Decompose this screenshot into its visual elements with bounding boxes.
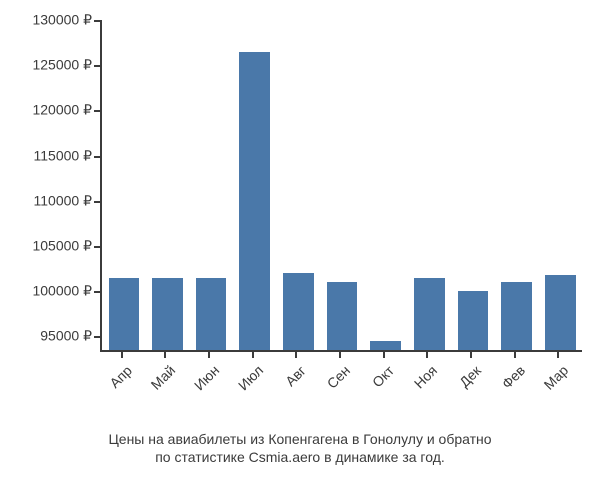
x-label-slot: Ноя [405, 356, 449, 426]
x-tick-label: Окт [369, 362, 397, 390]
x-label-slot: Июн [187, 356, 231, 426]
bar-slot [495, 20, 539, 350]
price-bar-chart: 95000 ₽ 100000 ₽ 105000 ₽ 110000 ₽ 115000 ₽ 1… [0, 0, 600, 500]
plot-area [100, 20, 582, 352]
x-tick-mark [470, 350, 472, 358]
bar-slot [538, 20, 582, 350]
x-label-slot: Апр [100, 356, 144, 426]
x-tick-mark [208, 350, 210, 358]
bar-slot [233, 20, 277, 350]
caption-line-1: Цены на авиабилеты из Копенгагена в Гоно… [108, 431, 491, 447]
bar [152, 278, 183, 350]
x-tick-label: Сен [324, 362, 353, 391]
bar-slot [320, 20, 364, 350]
x-tick-label: Ноя [411, 362, 440, 391]
x-tick-mark [252, 350, 254, 358]
bar [196, 278, 227, 350]
y-tick-label: 100000 ₽ [32, 283, 92, 300]
chart-caption: Цены на авиабилеты из Копенгагена в Гоно… [0, 430, 600, 466]
bar-slot [146, 20, 190, 350]
bar-slot [364, 20, 408, 350]
x-tick-mark [121, 350, 123, 358]
x-tick-mark [164, 350, 166, 358]
y-tick-label: 95000 ₽ [40, 328, 92, 345]
x-tick-label: Дек [456, 362, 484, 390]
x-tick-label: Май [148, 362, 179, 393]
x-tick-label: Авг [282, 362, 309, 389]
bar [327, 282, 358, 350]
bar-container [102, 20, 582, 350]
y-axis: 95000 ₽ 100000 ₽ 105000 ₽ 110000 ₽ 115000 ₽ 1… [0, 20, 100, 350]
x-tick-label: Фев [498, 362, 528, 392]
y-tick-label: 115000 ₽ [34, 147, 92, 164]
x-label-slot: Авг [275, 356, 319, 426]
x-tick-label: Апр [106, 362, 135, 391]
y-tick-label: 105000 ₽ [32, 238, 92, 255]
x-tick-label: Июн [191, 362, 222, 393]
y-tick-label: 120000 ₽ [32, 102, 92, 119]
x-label-slot: Май [144, 356, 188, 426]
y-tick-label: 125000 ₽ [32, 57, 92, 74]
x-label-slot: Мар [536, 356, 580, 426]
x-tick-label: Июл [235, 362, 266, 393]
x-tick-mark [557, 350, 559, 358]
bar-slot [451, 20, 495, 350]
x-tick-mark [339, 350, 341, 358]
x-label-slot: Окт [362, 356, 406, 426]
y-tick-label: 130000 ₽ [32, 12, 92, 29]
x-tick-mark [383, 350, 385, 358]
x-label-slot: Сен [318, 356, 362, 426]
bar [109, 278, 140, 350]
y-tick-label: 110000 ₽ [34, 192, 92, 209]
x-label-slot: Дек [449, 356, 493, 426]
bar [283, 273, 314, 350]
bar-slot [407, 20, 451, 350]
bar-slot [189, 20, 233, 350]
x-tick-mark [295, 350, 297, 358]
x-label-slot: Июл [231, 356, 275, 426]
bar [545, 275, 576, 350]
caption-line-2: по статистике Csmia.aero в динамике за г… [155, 449, 445, 465]
x-tick-label: Мар [541, 362, 572, 393]
bar [414, 278, 445, 350]
bar [501, 282, 532, 350]
bar [239, 52, 270, 350]
x-tick-mark [514, 350, 516, 358]
x-axis-labels: Апр Май Июн Июл Авг Сен Окт Ноя Дек Фев Мар [100, 356, 580, 426]
bar [370, 341, 401, 350]
bar-slot [277, 20, 321, 350]
x-label-slot: Фев [493, 356, 537, 426]
bar [458, 291, 489, 350]
bar-slot [102, 20, 146, 350]
x-tick-mark [426, 350, 428, 358]
